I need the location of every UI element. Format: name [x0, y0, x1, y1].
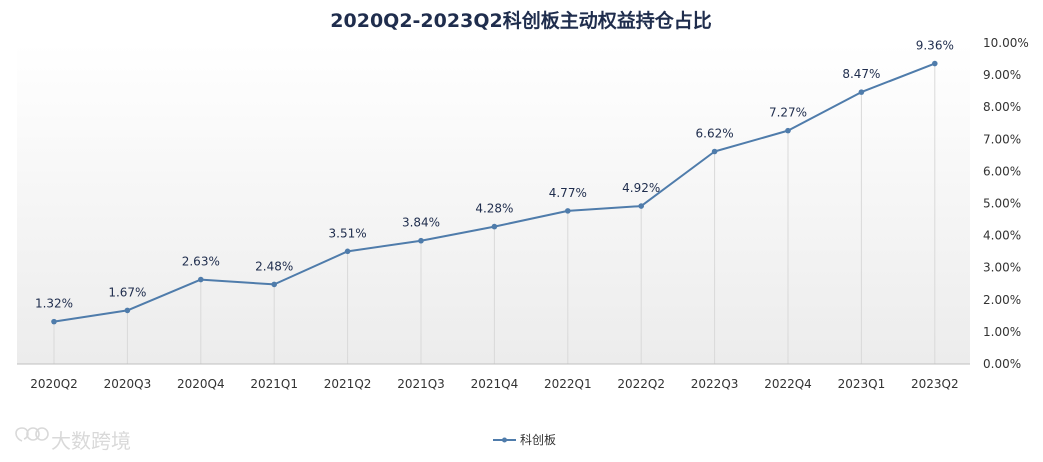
x-tick-label: 2022Q2 — [617, 377, 665, 391]
data-point[interactable] — [344, 248, 351, 255]
data-label: 4.77% — [549, 186, 587, 200]
data-label: 7.27% — [769, 106, 807, 120]
y-tick-label: 8.00% — [983, 100, 1021, 114]
y-tick-label: 9.00% — [983, 68, 1021, 82]
brand-logo-icon — [15, 427, 49, 442]
data-label: 2.48% — [255, 259, 293, 273]
x-tick-label: 2023Q1 — [838, 377, 886, 391]
legend-marker-icon — [502, 437, 507, 443]
series-layer — [51, 60, 938, 325]
data-point[interactable] — [491, 223, 498, 230]
x-tick-label: 2021Q3 — [397, 377, 445, 391]
x-tick-label: 2023Q2 — [911, 377, 959, 391]
grid-lines — [53, 63, 936, 364]
data-point[interactable] — [932, 60, 938, 67]
data-point[interactable] — [124, 307, 131, 314]
y-tick-label: 10.00% — [983, 36, 1029, 50]
y-tick-label: 0.00% — [983, 357, 1021, 371]
data-label: 3.84% — [402, 216, 440, 230]
data-point[interactable] — [565, 208, 571, 214]
data-label: 8.47% — [842, 67, 880, 81]
x-tick-label: 2022Q3 — [691, 377, 739, 391]
x-tick-label: 2020Q2 — [30, 377, 78, 391]
x-tick-label: 2022Q1 — [544, 377, 592, 391]
chart-title: 2020Q2-2023Q2科创板主动权益持仓占比 — [330, 9, 711, 32]
data-point[interactable] — [271, 281, 278, 288]
y-tick-label: 4.00% — [983, 229, 1021, 243]
y-tick-label: 7.00% — [983, 132, 1021, 146]
data-label: 4.92% — [622, 181, 660, 195]
x-tick-label: 2020Q3 — [104, 377, 152, 391]
y-axis-ticks: 0.00% 1.00% 2.00% 3.00% 4.00% 5.00% 6.00% 7.00%… — [983, 36, 1029, 371]
legend-label: 科创板 — [520, 433, 556, 447]
data-labels: 1.32% 1.67% 2.63% 2.48% 3.51% 3.84% 4.28% 4.77%… — [35, 39, 954, 311]
plot-area — [17, 43, 970, 364]
data-point[interactable] — [418, 237, 424, 244]
x-tick-label: 2020Q4 — [177, 377, 225, 391]
y-tick-label: 1.00% — [983, 325, 1021, 339]
x-tick-label: 2022Q4 — [764, 377, 812, 391]
data-label: 6.62% — [696, 126, 734, 140]
watermark-text: 大数跨境 — [51, 429, 131, 453]
x-axis-ticks: 2020Q2 2020Q3 2020Q4 2021Q1 2021Q2 2021Q3 2021… — [30, 377, 958, 391]
x-tick-label: 2021Q2 — [324, 377, 372, 391]
data-point[interactable] — [785, 127, 791, 134]
y-tick-label: 5.00% — [983, 197, 1021, 211]
watermark: 大数跨境 — [15, 427, 131, 453]
legend[interactable]: 科创板 — [493, 433, 556, 447]
x-tick-label: 2021Q1 — [250, 377, 298, 391]
data-point[interactable] — [638, 203, 644, 209]
data-point[interactable] — [711, 148, 718, 155]
data-label: 3.51% — [329, 226, 367, 240]
data-label: 1.67% — [108, 285, 146, 299]
data-label: 1.32% — [35, 297, 73, 311]
data-label: 2.63% — [182, 255, 220, 269]
data-point[interactable] — [51, 318, 57, 325]
data-label: 4.28% — [475, 202, 513, 216]
y-tick-label: 2.00% — [983, 293, 1021, 307]
data-label: 9.36% — [916, 39, 954, 53]
data-point[interactable] — [858, 89, 865, 95]
x-tick-label: 2021Q4 — [471, 377, 519, 391]
data-point[interactable] — [198, 276, 204, 283]
y-tick-label: 3.00% — [983, 261, 1021, 275]
y-tick-label: 6.00% — [983, 164, 1021, 178]
